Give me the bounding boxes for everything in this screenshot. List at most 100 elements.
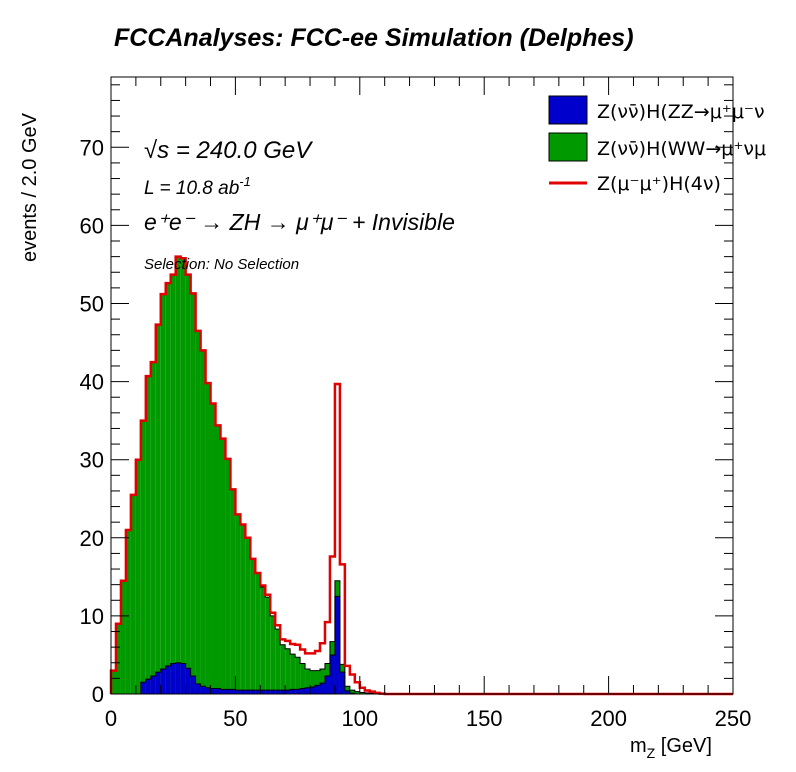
legend: Z(νν̄)H(ZZ→μ⁺μ⁻ν Z(νν̄)H(WW→μ⁺νμ Z(μ⁻μ⁺)… bbox=[548, 95, 766, 195]
legend-swatch-zz bbox=[548, 95, 588, 125]
bar-zz-22 bbox=[165, 665, 171, 694]
bar-ww-26 bbox=[175, 256, 181, 694]
x-tick-label: 0 bbox=[105, 706, 117, 731]
legend-swatch-ww bbox=[548, 132, 588, 162]
bar-ww-76 bbox=[300, 663, 306, 694]
bar-zz-48 bbox=[230, 689, 236, 694]
luminosity-annotation: L = 10.8 ab-1 bbox=[144, 174, 251, 199]
bar-ww-30 bbox=[185, 274, 191, 694]
bar-zz-76 bbox=[300, 688, 306, 694]
bar-zz-34 bbox=[195, 683, 201, 694]
bar-zz-20 bbox=[160, 669, 166, 694]
x-tick-label: 200 bbox=[590, 706, 627, 731]
bar-ww-96 bbox=[349, 690, 355, 694]
bar-zz-58 bbox=[255, 690, 261, 694]
bar-zz-88 bbox=[329, 654, 335, 694]
legend-label-ww: Z(νν̄)H(WW→μ⁺νμ bbox=[597, 138, 766, 160]
y-tick-label: 0 bbox=[92, 682, 104, 707]
bar-zz-86 bbox=[324, 676, 330, 694]
bar-ww-100 bbox=[359, 692, 365, 694]
bar-ww-98 bbox=[354, 691, 360, 694]
plot-frame bbox=[110, 76, 734, 695]
bar-ww-60 bbox=[260, 587, 266, 694]
bar-zz-26 bbox=[175, 662, 181, 694]
bar-zz-36 bbox=[200, 686, 206, 694]
bar-ww-58 bbox=[255, 572, 261, 694]
bar-zz-82 bbox=[315, 685, 320, 694]
bar-ww-6 bbox=[125, 529, 131, 694]
y-tick-label: 60 bbox=[80, 213, 104, 238]
bar-zz-70 bbox=[285, 690, 291, 694]
axes-ticks: 0 50 100 150 200 250 0 10 20 30 40 50 60 70 bbox=[80, 77, 752, 731]
bar-ww-48 bbox=[230, 489, 236, 694]
bar-zz-46 bbox=[225, 689, 231, 694]
bar-ww-28 bbox=[180, 258, 186, 694]
bar-ww-8 bbox=[130, 494, 136, 694]
bar-ww-56 bbox=[250, 558, 256, 694]
bar-ww-20 bbox=[160, 294, 166, 694]
bar-zz-28 bbox=[180, 663, 186, 694]
bar-ww-50 bbox=[235, 514, 241, 694]
bar-zz-54 bbox=[245, 690, 251, 694]
bar-ww-66 bbox=[275, 629, 281, 694]
bar-ww-42 bbox=[215, 425, 221, 694]
bar-ww-4 bbox=[120, 580, 126, 694]
bar-ww-84 bbox=[319, 669, 325, 694]
bar-zz-44 bbox=[220, 689, 226, 694]
stacked-fills bbox=[111, 256, 380, 694]
bar-ww-14 bbox=[145, 376, 151, 694]
bar-zz-72 bbox=[290, 689, 296, 694]
bar-ww-62 bbox=[265, 597, 271, 694]
bar-zz-52 bbox=[240, 690, 246, 694]
chart-title: FCCAnalyses: FCC-ee Simulation (Delphes) bbox=[114, 24, 634, 52]
bar-zz-56 bbox=[250, 690, 256, 694]
bar-ww-46 bbox=[225, 458, 231, 694]
bar-ww-36 bbox=[200, 350, 206, 694]
bar-zz-60 bbox=[260, 690, 266, 694]
bar-ww-24 bbox=[170, 274, 176, 694]
bar-ww-94 bbox=[344, 686, 350, 694]
bar-ww-10 bbox=[135, 459, 141, 694]
x-tick-label: 100 bbox=[341, 706, 378, 731]
bar-ww-64 bbox=[270, 615, 276, 694]
bar-zz-50 bbox=[235, 690, 241, 694]
bar-zz-94 bbox=[344, 690, 350, 694]
bar-zz-16 bbox=[150, 676, 156, 694]
bar-zz-74 bbox=[295, 689, 301, 694]
y-tick-label: 70 bbox=[80, 135, 104, 160]
bar-ww-2 bbox=[115, 623, 121, 694]
bar-zz-14 bbox=[145, 679, 151, 694]
bar-zz-24 bbox=[170, 663, 176, 694]
bar-ww-32 bbox=[190, 293, 196, 694]
bar-ww-70 bbox=[285, 648, 291, 694]
bar-zz-90 bbox=[334, 596, 340, 694]
y-tick-label: 50 bbox=[80, 291, 104, 316]
luminosity-exponent: -1 bbox=[239, 174, 251, 189]
bar-zz-42 bbox=[215, 688, 221, 694]
bar-ww-22 bbox=[165, 283, 171, 694]
bar-ww-16 bbox=[150, 362, 156, 694]
y-tick-label: 20 bbox=[80, 526, 104, 551]
bar-ww-80 bbox=[310, 670, 316, 694]
x-tick-label: 250 bbox=[715, 706, 752, 731]
bar-ww-102 bbox=[364, 692, 370, 694]
bar-zz-64 bbox=[270, 690, 276, 694]
bar-ww-54 bbox=[245, 537, 251, 694]
bar-zz-68 bbox=[280, 690, 286, 694]
bar-ww-38 bbox=[205, 383, 211, 694]
bar-ww-74 bbox=[295, 657, 301, 694]
bar-ww-72 bbox=[290, 654, 296, 694]
bar-ww-34 bbox=[195, 330, 201, 694]
process-annotation: e⁺e⁻ → ZH → μ⁺μ⁻ + Invisible bbox=[144, 209, 455, 235]
bar-ww-68 bbox=[280, 644, 286, 694]
bar-ww-18 bbox=[155, 324, 161, 694]
bar-zz-40 bbox=[210, 688, 216, 694]
bar-zz-12 bbox=[140, 682, 146, 694]
bar-ww-12 bbox=[140, 420, 146, 694]
bar-ww-52 bbox=[240, 524, 246, 694]
bar-ww-0 bbox=[111, 670, 116, 694]
bar-ww-82 bbox=[315, 670, 320, 694]
bar-zz-66 bbox=[275, 690, 281, 694]
bar-zz-18 bbox=[155, 672, 161, 694]
legend-label-mumu: Z(μ⁻μ⁺)H(4ν) bbox=[597, 173, 721, 195]
